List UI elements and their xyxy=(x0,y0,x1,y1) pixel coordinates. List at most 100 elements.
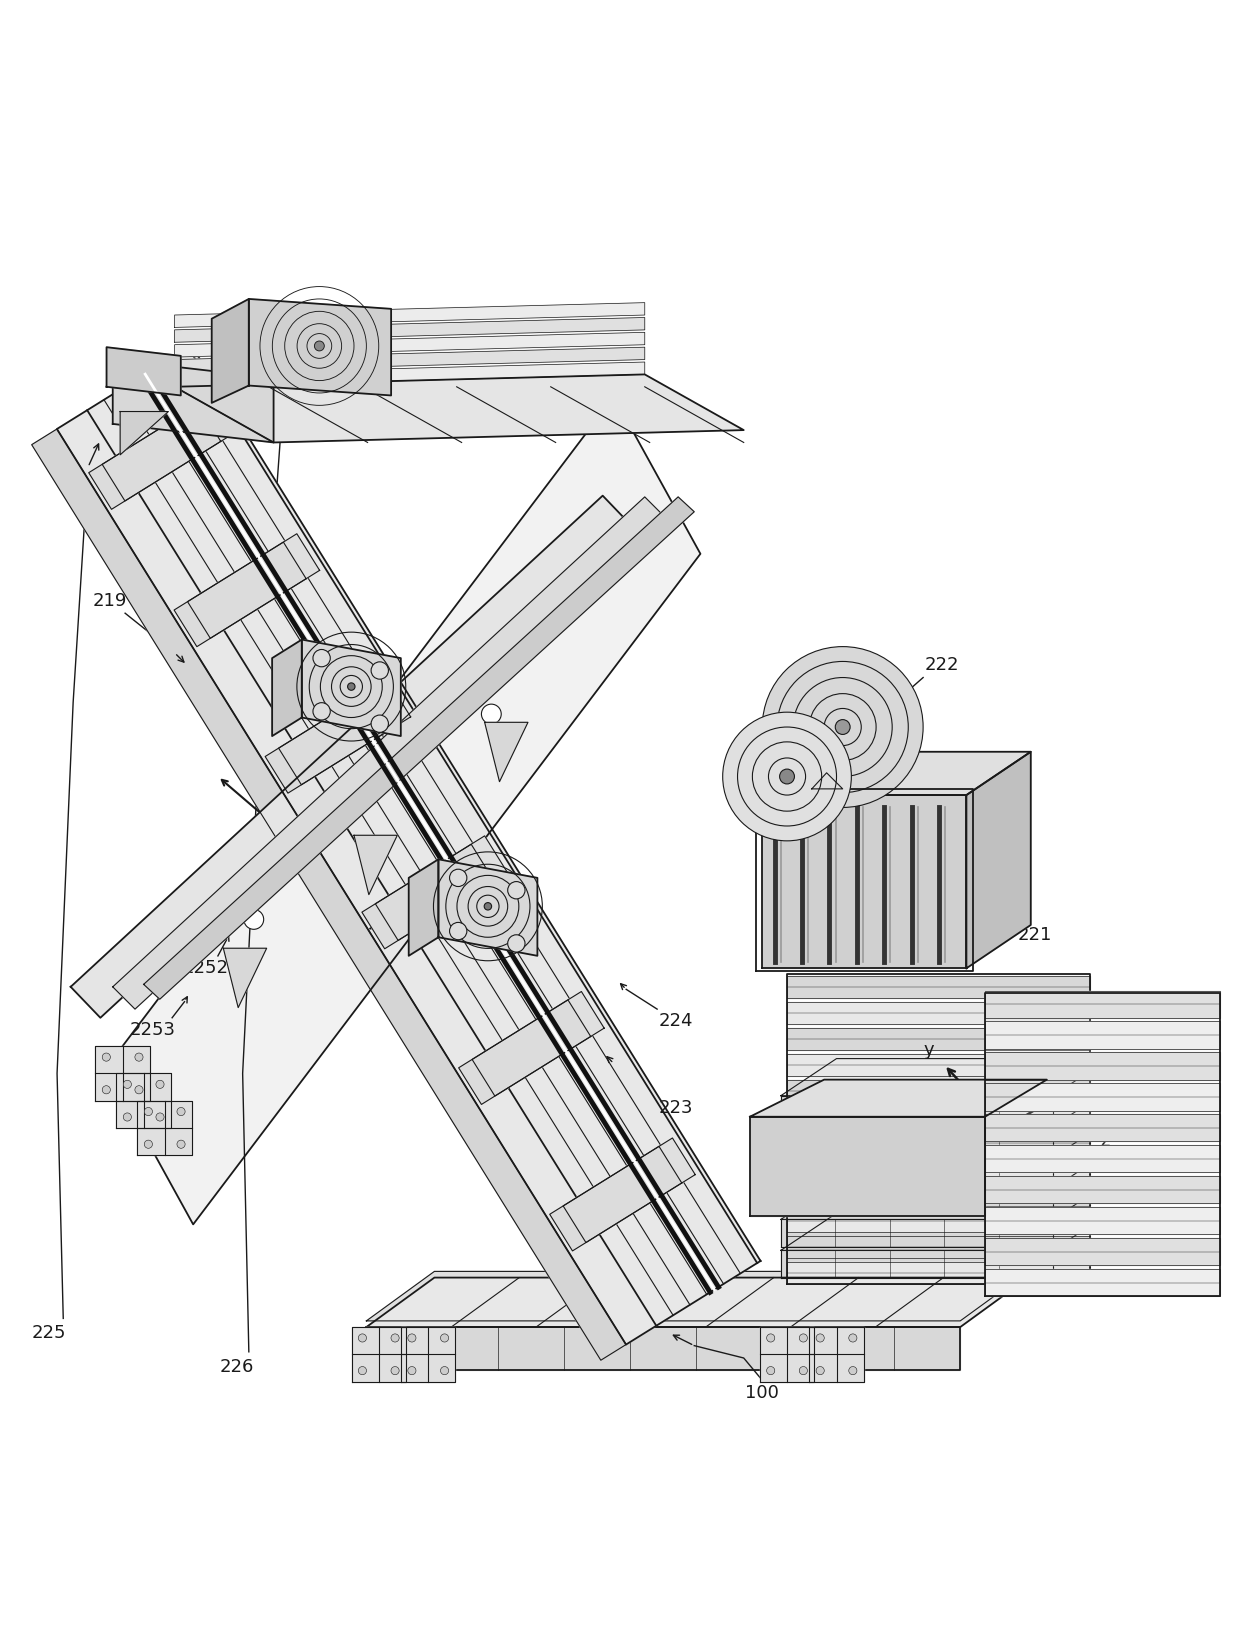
Circle shape xyxy=(507,935,525,952)
Polygon shape xyxy=(249,299,391,395)
Polygon shape xyxy=(120,411,169,454)
Text: y: y xyxy=(924,1041,935,1059)
Polygon shape xyxy=(366,1277,1028,1327)
Polygon shape xyxy=(781,1151,1109,1188)
Polygon shape xyxy=(113,497,667,1009)
Text: 226: 226 xyxy=(219,1358,254,1376)
Polygon shape xyxy=(985,1145,1220,1173)
Polygon shape xyxy=(781,1059,1109,1095)
Polygon shape xyxy=(787,1158,1090,1180)
Circle shape xyxy=(800,1333,807,1341)
Circle shape xyxy=(144,1140,153,1148)
Polygon shape xyxy=(787,1001,1090,1024)
Circle shape xyxy=(816,1333,825,1341)
Polygon shape xyxy=(787,1054,1090,1075)
Polygon shape xyxy=(366,1327,960,1371)
Circle shape xyxy=(244,910,264,930)
Polygon shape xyxy=(301,639,401,737)
Polygon shape xyxy=(138,1100,192,1155)
Text: 222: 222 xyxy=(925,656,959,674)
Circle shape xyxy=(440,1333,449,1341)
Polygon shape xyxy=(750,1080,1047,1117)
Polygon shape xyxy=(787,1183,1090,1206)
Circle shape xyxy=(123,1113,131,1122)
Circle shape xyxy=(156,1113,164,1122)
Circle shape xyxy=(484,902,491,910)
Circle shape xyxy=(102,1085,110,1094)
Polygon shape xyxy=(57,345,760,1345)
Circle shape xyxy=(848,1366,857,1374)
Polygon shape xyxy=(750,1117,985,1216)
Polygon shape xyxy=(781,1127,1053,1153)
Polygon shape xyxy=(787,1236,1090,1257)
Text: 2251: 2251 xyxy=(207,897,253,915)
Polygon shape xyxy=(212,299,249,403)
Polygon shape xyxy=(175,302,645,327)
Circle shape xyxy=(800,1366,807,1374)
Polygon shape xyxy=(781,1095,1053,1123)
Circle shape xyxy=(135,1085,143,1094)
Polygon shape xyxy=(102,396,234,501)
Polygon shape xyxy=(71,496,632,1018)
Polygon shape xyxy=(781,1158,1053,1184)
Circle shape xyxy=(763,646,923,808)
Polygon shape xyxy=(279,681,410,785)
Circle shape xyxy=(177,1107,185,1115)
Polygon shape xyxy=(409,859,439,957)
Circle shape xyxy=(450,869,467,887)
Text: 219: 219 xyxy=(93,591,128,610)
Polygon shape xyxy=(985,1269,1220,1297)
Polygon shape xyxy=(485,722,528,781)
Polygon shape xyxy=(787,1262,1090,1284)
Polygon shape xyxy=(781,1251,1053,1277)
Circle shape xyxy=(312,649,330,667)
Polygon shape xyxy=(89,405,221,509)
Polygon shape xyxy=(401,1327,455,1381)
Polygon shape xyxy=(366,1272,1028,1322)
Polygon shape xyxy=(985,991,1220,1018)
Polygon shape xyxy=(763,795,966,968)
Polygon shape xyxy=(760,1327,815,1381)
Circle shape xyxy=(766,1333,775,1341)
Polygon shape xyxy=(113,360,274,443)
Text: 225: 225 xyxy=(31,1325,66,1343)
Polygon shape xyxy=(985,1113,1220,1142)
Circle shape xyxy=(408,1333,415,1341)
Text: z: z xyxy=(1100,1133,1110,1150)
Polygon shape xyxy=(362,844,494,948)
Polygon shape xyxy=(265,689,397,793)
Polygon shape xyxy=(985,1208,1220,1234)
Polygon shape xyxy=(781,1219,1053,1247)
Polygon shape xyxy=(351,1327,405,1381)
Text: x: x xyxy=(1090,1061,1100,1079)
Polygon shape xyxy=(787,1209,1090,1232)
Polygon shape xyxy=(376,836,507,940)
Polygon shape xyxy=(353,836,397,895)
Polygon shape xyxy=(787,1080,1090,1102)
Polygon shape xyxy=(787,976,1090,998)
Polygon shape xyxy=(781,1090,1109,1127)
Polygon shape xyxy=(95,1046,150,1100)
Circle shape xyxy=(481,704,501,724)
Text: 100: 100 xyxy=(745,1384,779,1401)
Circle shape xyxy=(723,712,852,841)
Circle shape xyxy=(123,1080,131,1089)
Circle shape xyxy=(816,1366,825,1374)
Circle shape xyxy=(848,1333,857,1341)
Circle shape xyxy=(102,1052,110,1061)
Polygon shape xyxy=(781,1183,1109,1219)
Text: 221: 221 xyxy=(1017,925,1052,943)
Circle shape xyxy=(144,1107,153,1115)
Polygon shape xyxy=(459,999,590,1105)
Polygon shape xyxy=(549,1146,682,1251)
Polygon shape xyxy=(812,773,843,790)
Circle shape xyxy=(766,1366,775,1374)
Circle shape xyxy=(177,1140,185,1148)
Polygon shape xyxy=(174,542,306,646)
Polygon shape xyxy=(781,1213,1109,1251)
Polygon shape xyxy=(107,347,181,395)
Polygon shape xyxy=(175,347,645,372)
Polygon shape xyxy=(223,948,267,1008)
Polygon shape xyxy=(175,375,744,443)
Circle shape xyxy=(836,720,851,735)
